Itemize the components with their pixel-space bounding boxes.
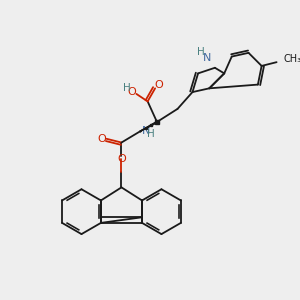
Text: CH₃: CH₃ — [283, 54, 300, 64]
Text: O: O — [128, 87, 136, 97]
Text: H: H — [123, 83, 131, 93]
Text: H: H — [148, 129, 155, 139]
Text: N: N — [142, 126, 150, 136]
Text: O: O — [117, 154, 126, 164]
Text: N: N — [203, 53, 212, 63]
Text: O: O — [154, 80, 163, 90]
Polygon shape — [140, 121, 158, 131]
Text: O: O — [98, 134, 106, 144]
Text: H: H — [197, 47, 205, 57]
